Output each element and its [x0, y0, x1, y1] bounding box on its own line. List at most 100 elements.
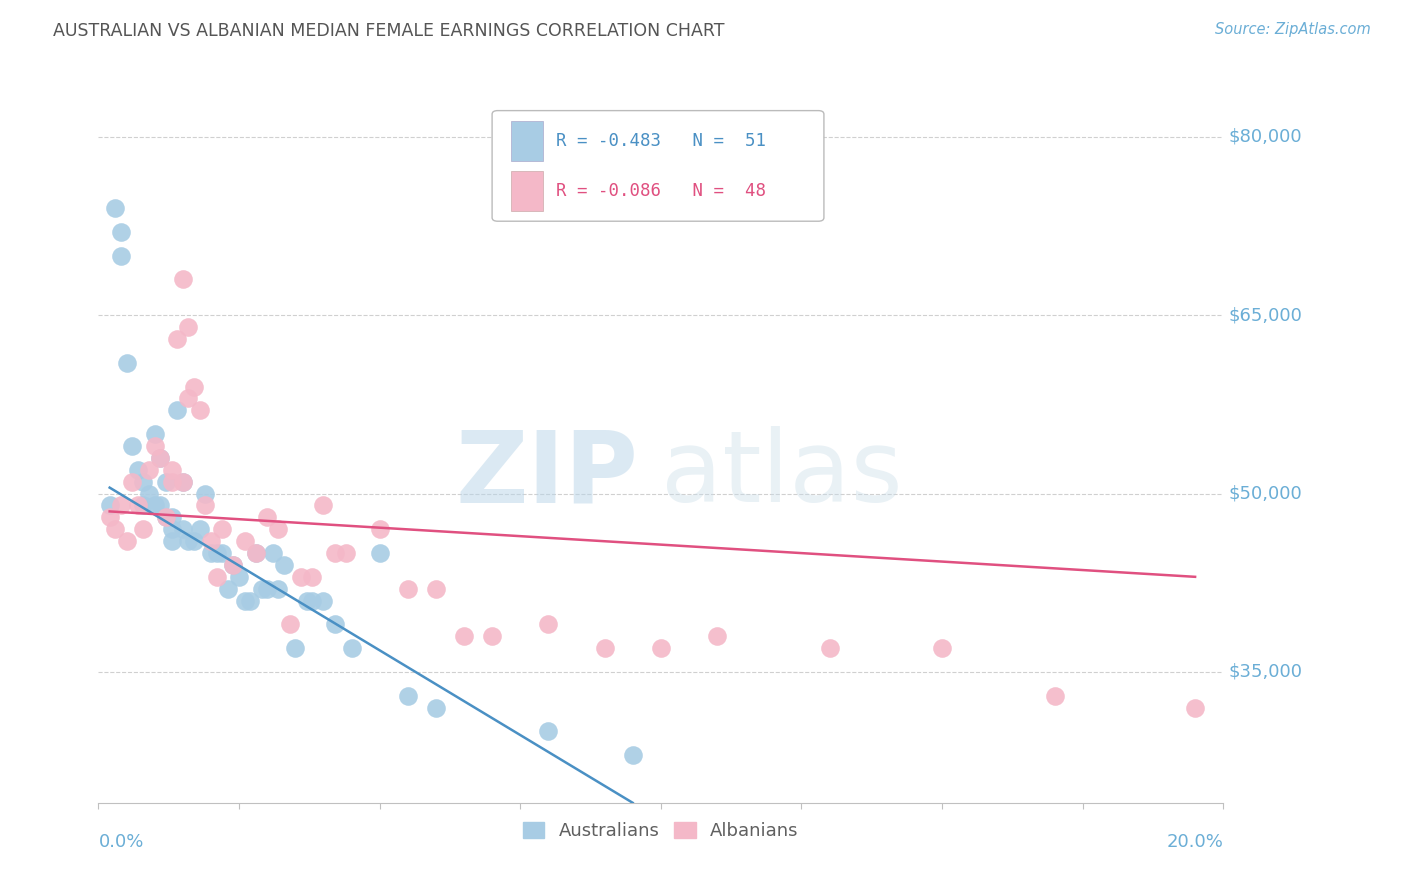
Point	[396, 689, 419, 703]
Point	[211, 546, 233, 560]
Point	[149, 499, 172, 513]
Point	[222, 558, 245, 572]
Point	[368, 546, 391, 560]
Point	[115, 356, 138, 370]
Point	[245, 546, 267, 560]
Point	[143, 499, 166, 513]
Text: ZIP: ZIP	[456, 426, 638, 523]
Point	[245, 546, 267, 560]
Point	[650, 641, 672, 656]
Point	[278, 617, 301, 632]
Point	[256, 510, 278, 524]
Point	[160, 534, 183, 549]
Point	[166, 403, 188, 417]
Point	[143, 427, 166, 442]
Point	[200, 546, 222, 560]
Point	[323, 617, 346, 632]
Point	[98, 510, 121, 524]
Point	[284, 641, 307, 656]
Point	[818, 641, 841, 656]
Point	[172, 272, 194, 286]
Point	[172, 475, 194, 489]
Point	[267, 522, 290, 536]
Point	[132, 522, 155, 536]
Point	[149, 450, 172, 465]
Point	[121, 439, 143, 453]
Point	[205, 546, 228, 560]
FancyBboxPatch shape	[492, 111, 824, 221]
Point	[149, 450, 172, 465]
Point	[217, 582, 239, 596]
Point	[262, 546, 284, 560]
Text: 0.0%: 0.0%	[98, 833, 143, 851]
Point	[621, 748, 644, 763]
Text: 20.0%: 20.0%	[1167, 833, 1223, 851]
Text: $35,000: $35,000	[1229, 663, 1303, 681]
Point	[1184, 700, 1206, 714]
Text: R = -0.086   N =  48: R = -0.086 N = 48	[557, 182, 766, 200]
Point	[138, 463, 160, 477]
Point	[222, 558, 245, 572]
Point	[104, 522, 127, 536]
Text: $65,000: $65,000	[1229, 306, 1303, 324]
Point	[177, 320, 200, 334]
Point	[194, 499, 217, 513]
Point	[166, 332, 188, 346]
Point	[453, 629, 475, 643]
Point	[273, 558, 295, 572]
Point	[323, 546, 346, 560]
Legend: Australians, Albanians: Australians, Albanians	[516, 814, 806, 847]
Point	[177, 392, 200, 406]
Point	[267, 582, 290, 596]
Point	[706, 629, 728, 643]
Point	[256, 582, 278, 596]
FancyBboxPatch shape	[512, 171, 543, 211]
Point	[183, 534, 205, 549]
Point	[127, 463, 149, 477]
Point	[301, 593, 323, 607]
Point	[228, 570, 250, 584]
Point	[250, 582, 273, 596]
Point	[160, 510, 183, 524]
Point	[481, 629, 503, 643]
Text: AUSTRALIAN VS ALBANIAN MEDIAN FEMALE EARNINGS CORRELATION CHART: AUSTRALIAN VS ALBANIAN MEDIAN FEMALE EAR…	[53, 22, 725, 40]
Point	[177, 534, 200, 549]
Text: $80,000: $80,000	[1229, 128, 1302, 145]
Point	[425, 582, 447, 596]
Point	[312, 499, 335, 513]
Point	[301, 570, 323, 584]
Point	[183, 379, 205, 393]
Point	[160, 463, 183, 477]
Point	[98, 499, 121, 513]
Point	[340, 641, 363, 656]
Point	[200, 534, 222, 549]
Point	[121, 475, 143, 489]
Point	[931, 641, 953, 656]
Point	[110, 249, 132, 263]
FancyBboxPatch shape	[512, 121, 543, 161]
Point	[155, 510, 177, 524]
Point	[194, 486, 217, 500]
Point	[172, 522, 194, 536]
Point	[239, 593, 262, 607]
Text: atlas: atlas	[661, 426, 903, 523]
Point	[205, 570, 228, 584]
Point	[132, 475, 155, 489]
Point	[155, 475, 177, 489]
Point	[104, 201, 127, 215]
Point	[188, 522, 211, 536]
Point	[160, 475, 183, 489]
Point	[138, 486, 160, 500]
Point	[143, 439, 166, 453]
Point	[160, 522, 183, 536]
Point	[425, 700, 447, 714]
Text: R = -0.483   N =  51: R = -0.483 N = 51	[557, 132, 766, 150]
Point	[312, 593, 335, 607]
Point	[335, 546, 357, 560]
Point	[593, 641, 616, 656]
Point	[132, 499, 155, 513]
Point	[295, 593, 318, 607]
Point	[537, 724, 560, 739]
Point	[396, 582, 419, 596]
Point	[115, 534, 138, 549]
